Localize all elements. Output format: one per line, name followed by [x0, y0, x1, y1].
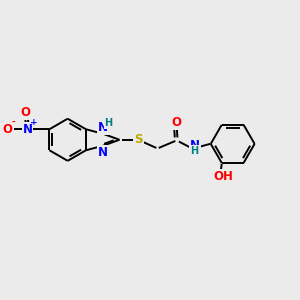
Text: O: O: [171, 116, 181, 129]
Text: S: S: [134, 133, 143, 146]
Text: O: O: [20, 106, 30, 119]
Text: H: H: [190, 146, 199, 156]
Text: N: N: [190, 139, 200, 152]
Text: OH: OH: [213, 170, 233, 183]
Text: N: N: [22, 123, 32, 136]
Text: O: O: [3, 123, 13, 136]
Text: H: H: [105, 118, 113, 128]
Text: N: N: [98, 121, 108, 134]
Text: +: +: [30, 118, 38, 127]
Text: N: N: [98, 146, 108, 158]
Text: -: -: [11, 118, 15, 127]
